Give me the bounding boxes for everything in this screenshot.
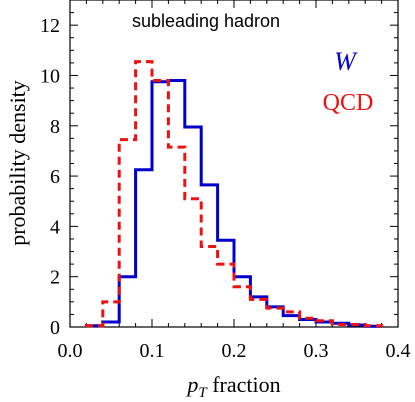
- x-axis-title: pT fraction: [185, 372, 280, 401]
- legend-entry-qcd: QCD: [323, 90, 374, 116]
- legend-entry-w: W: [334, 47, 358, 76]
- y-tick-label: 12: [40, 15, 60, 37]
- x-tick-label: 0.1: [140, 340, 165, 362]
- tick-labels: 0.0 0.1 0.2 0.3 0.4 0 2 4 6 8 10 12: [40, 15, 411, 362]
- y-tick-label: 2: [50, 267, 60, 289]
- y-tick-label: 10: [40, 65, 60, 87]
- y-axis-title: probability density: [5, 80, 30, 246]
- y-tick-label: 6: [50, 166, 60, 188]
- series-line-qcd: [84, 60, 384, 328]
- x-axis-title-sub: T: [198, 385, 208, 401]
- x-axis-title-main: p: [185, 372, 198, 397]
- x-tick-label: 0.0: [58, 340, 83, 362]
- y-tick-label: 0: [50, 317, 60, 339]
- x-tick-label: 0.4: [386, 340, 411, 362]
- x-tick-label: 0.3: [304, 340, 329, 362]
- y-tick-label: 8: [50, 116, 60, 138]
- y-tick-label: 4: [50, 216, 60, 238]
- series-layer: [84, 60, 384, 328]
- series-line-w: [84, 78, 384, 328]
- x-axis-title-rest: fraction: [207, 372, 281, 397]
- annotation-label: subleading hadron: [132, 11, 280, 31]
- x-tick-label: 0.2: [222, 340, 247, 362]
